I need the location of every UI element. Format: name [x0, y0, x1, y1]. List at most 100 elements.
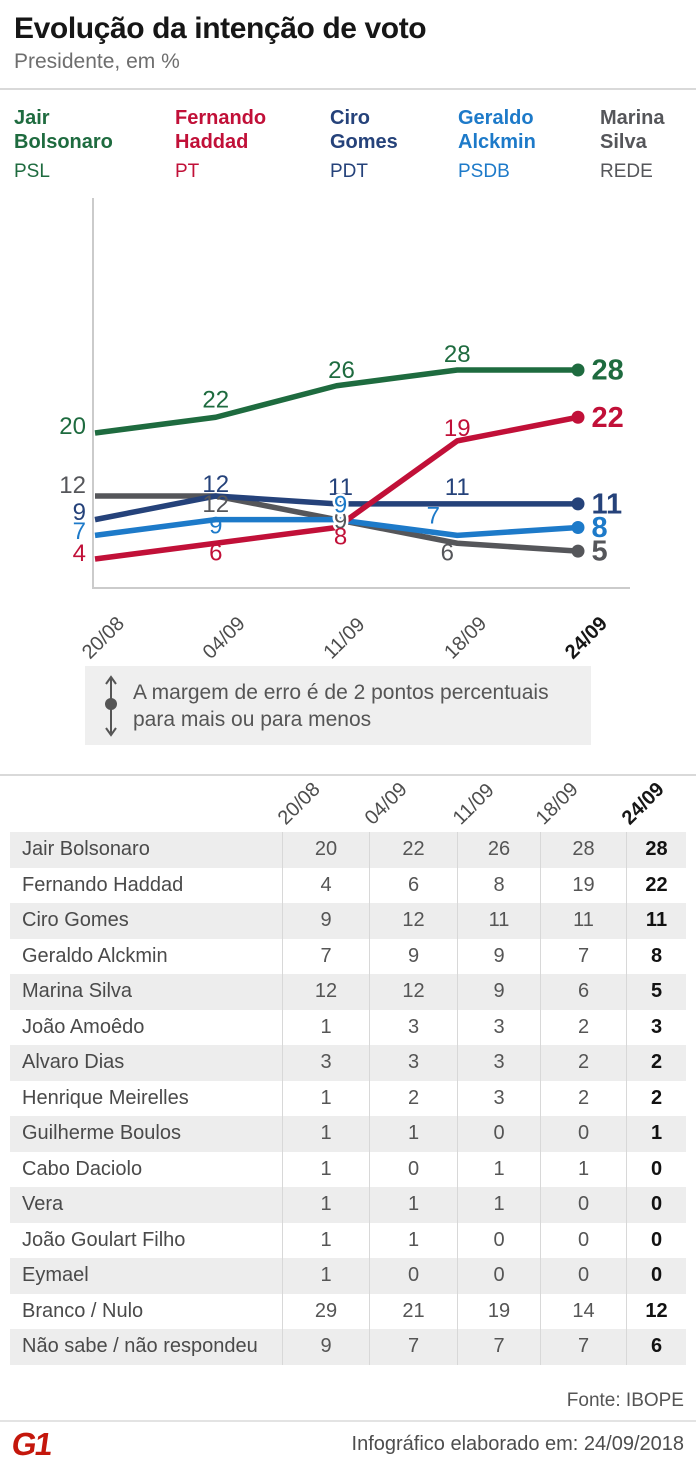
value-label: 19 — [444, 415, 471, 442]
row-candidate-name: Alvaro Dias — [22, 1051, 125, 1074]
series-line-fernando-haddad — [94, 414, 579, 562]
divider — [0, 774, 696, 776]
row-candidate-name: Vera — [22, 1193, 64, 1216]
row-value: 6 — [369, 867, 457, 903]
table-row: Alvaro Dias 3 3 3 2 2 — [10, 1045, 686, 1081]
chart-legend: Jair Bolsonaro PSL Fernando Haddad PT Ciro Gome… — [14, 106, 686, 183]
value-label: 20 — [59, 413, 86, 440]
legend-party-label: PSL — [14, 161, 50, 182]
row-value: 8 — [457, 867, 540, 903]
row-value: 0 — [540, 1222, 626, 1258]
row-value: 3 — [626, 1009, 686, 1045]
row-value: 1 — [282, 1258, 369, 1294]
value-label: 9 — [209, 513, 222, 540]
footer: G1 Infográfico elaborado em: 24/09/2018 — [0, 1422, 696, 1466]
value-label: 8 — [334, 524, 347, 551]
value-label: 11 — [328, 474, 353, 501]
x-axis-date-label: 11/09 — [319, 614, 369, 664]
value-label: 28 — [444, 341, 471, 368]
row-value: 2 — [369, 1080, 457, 1116]
table-row: Cabo Daciolo 1 0 1 1 0 — [10, 1151, 686, 1187]
row-value: 11 — [626, 903, 686, 939]
table-row: Guilherme Boulos 1 1 0 0 1 — [10, 1116, 686, 1152]
row-value: 1 — [626, 1116, 686, 1152]
row-value: 28 — [540, 832, 626, 868]
row-value: 12 — [626, 1293, 686, 1329]
row-value: 8 — [626, 938, 686, 974]
row-value: 1 — [457, 1151, 540, 1187]
g1-logo: G1 — [9, 1425, 54, 1462]
row-candidate-name: João Amoêdo — [22, 1015, 145, 1038]
row-value: 9 — [369, 938, 457, 974]
table-header-row: 20/08 04/09 11/09 18/09 24/09 — [10, 768, 686, 830]
row-value: 1 — [282, 1151, 369, 1187]
row-value: 9 — [282, 903, 369, 939]
table-row: Fernando Haddad 4 6 8 19 22 — [10, 867, 686, 903]
row-value: 9 — [457, 974, 540, 1010]
source-credit: Fonte: IBOPE — [566, 1390, 684, 1411]
row-value: 1 — [369, 1116, 457, 1152]
row-value: 11 — [540, 903, 626, 939]
value-label: 7 — [427, 502, 440, 529]
row-candidate-name: Branco / Nulo — [22, 1299, 144, 1322]
row-value: 21 — [369, 1293, 457, 1329]
value-label: 12 — [202, 491, 229, 518]
row-value: 1 — [282, 1009, 369, 1045]
legend-item-psl: Jair Bolsonaro PSL — [14, 106, 175, 183]
row-value: 6 — [626, 1329, 686, 1365]
row-value: 4 — [282, 867, 369, 903]
row-candidate-name: João Goulart Filho — [22, 1228, 186, 1251]
series-line-ciro-gomes — [94, 493, 578, 523]
row-candidate-name: Jair Bolsonaro — [22, 838, 150, 861]
final-value-label: 8 — [592, 512, 608, 544]
row-value: 5 — [626, 974, 686, 1010]
value-label: 12 — [202, 471, 229, 498]
row-value: 1 — [369, 1187, 457, 1223]
legend-party-label: PDT — [330, 161, 368, 182]
error-margin-arrow-icon — [105, 674, 117, 737]
row-value: 3 — [369, 1009, 457, 1045]
margin-of-error-note: A margem de erro é de 2 pontos percentua… — [85, 666, 591, 745]
row-value: 1 — [369, 1222, 457, 1258]
row-candidate-name: Geraldo Alckmin — [22, 944, 168, 967]
row-value: 12 — [369, 903, 457, 939]
row-value: 1 — [282, 1080, 369, 1116]
row-candidate-name: Marina Silva — [22, 980, 133, 1003]
table-row: Branco / Nulo 29 21 19 14 12 — [10, 1293, 686, 1329]
row-value: 7 — [540, 1329, 626, 1365]
row-value: 0 — [457, 1116, 540, 1152]
row-value: 1 — [540, 1151, 626, 1187]
final-value-label: 5 — [592, 536, 608, 568]
table-row: João Amoêdo 1 3 3 2 3 — [10, 1009, 686, 1045]
row-value: 1 — [282, 1116, 369, 1152]
legend-party-label: REDE — [600, 161, 653, 182]
legend-party-label: PT — [175, 161, 200, 182]
series-line-jair-bolsonaro — [94, 367, 578, 436]
value-label: 9 — [73, 499, 86, 526]
row-value: 0 — [626, 1222, 686, 1258]
legend-candidate-name: Marina Silva — [600, 107, 665, 153]
x-axis-date-label: 18/09 — [440, 613, 491, 664]
divider — [0, 88, 696, 90]
row-value: 2 — [626, 1080, 686, 1116]
row-value: 7 — [369, 1329, 457, 1365]
row-value: 28 — [626, 832, 686, 868]
row-value: 12 — [282, 974, 369, 1010]
row-value: 12 — [369, 974, 457, 1010]
row-value: 1 — [282, 1187, 369, 1223]
row-value: 2 — [540, 1080, 626, 1116]
value-label: 6 — [441, 539, 454, 566]
legend-candidate-name: Jair Bolsonaro — [14, 107, 113, 153]
table-row: Henrique Meirelles 1 2 3 2 2 — [10, 1080, 686, 1116]
row-value: 0 — [626, 1187, 686, 1223]
table-row: João Goulart Filho 1 1 0 0 0 — [10, 1222, 686, 1258]
value-label: 22 — [202, 386, 229, 413]
legend-item-pt: Fernando Haddad PT — [175, 106, 330, 183]
legend-party-label: PSDB — [458, 161, 510, 182]
row-value: 0 — [626, 1258, 686, 1294]
row-value: 20 — [282, 832, 369, 868]
table-col-header: 20/08 — [273, 778, 325, 830]
row-candidate-name: Eymael — [22, 1264, 89, 1287]
